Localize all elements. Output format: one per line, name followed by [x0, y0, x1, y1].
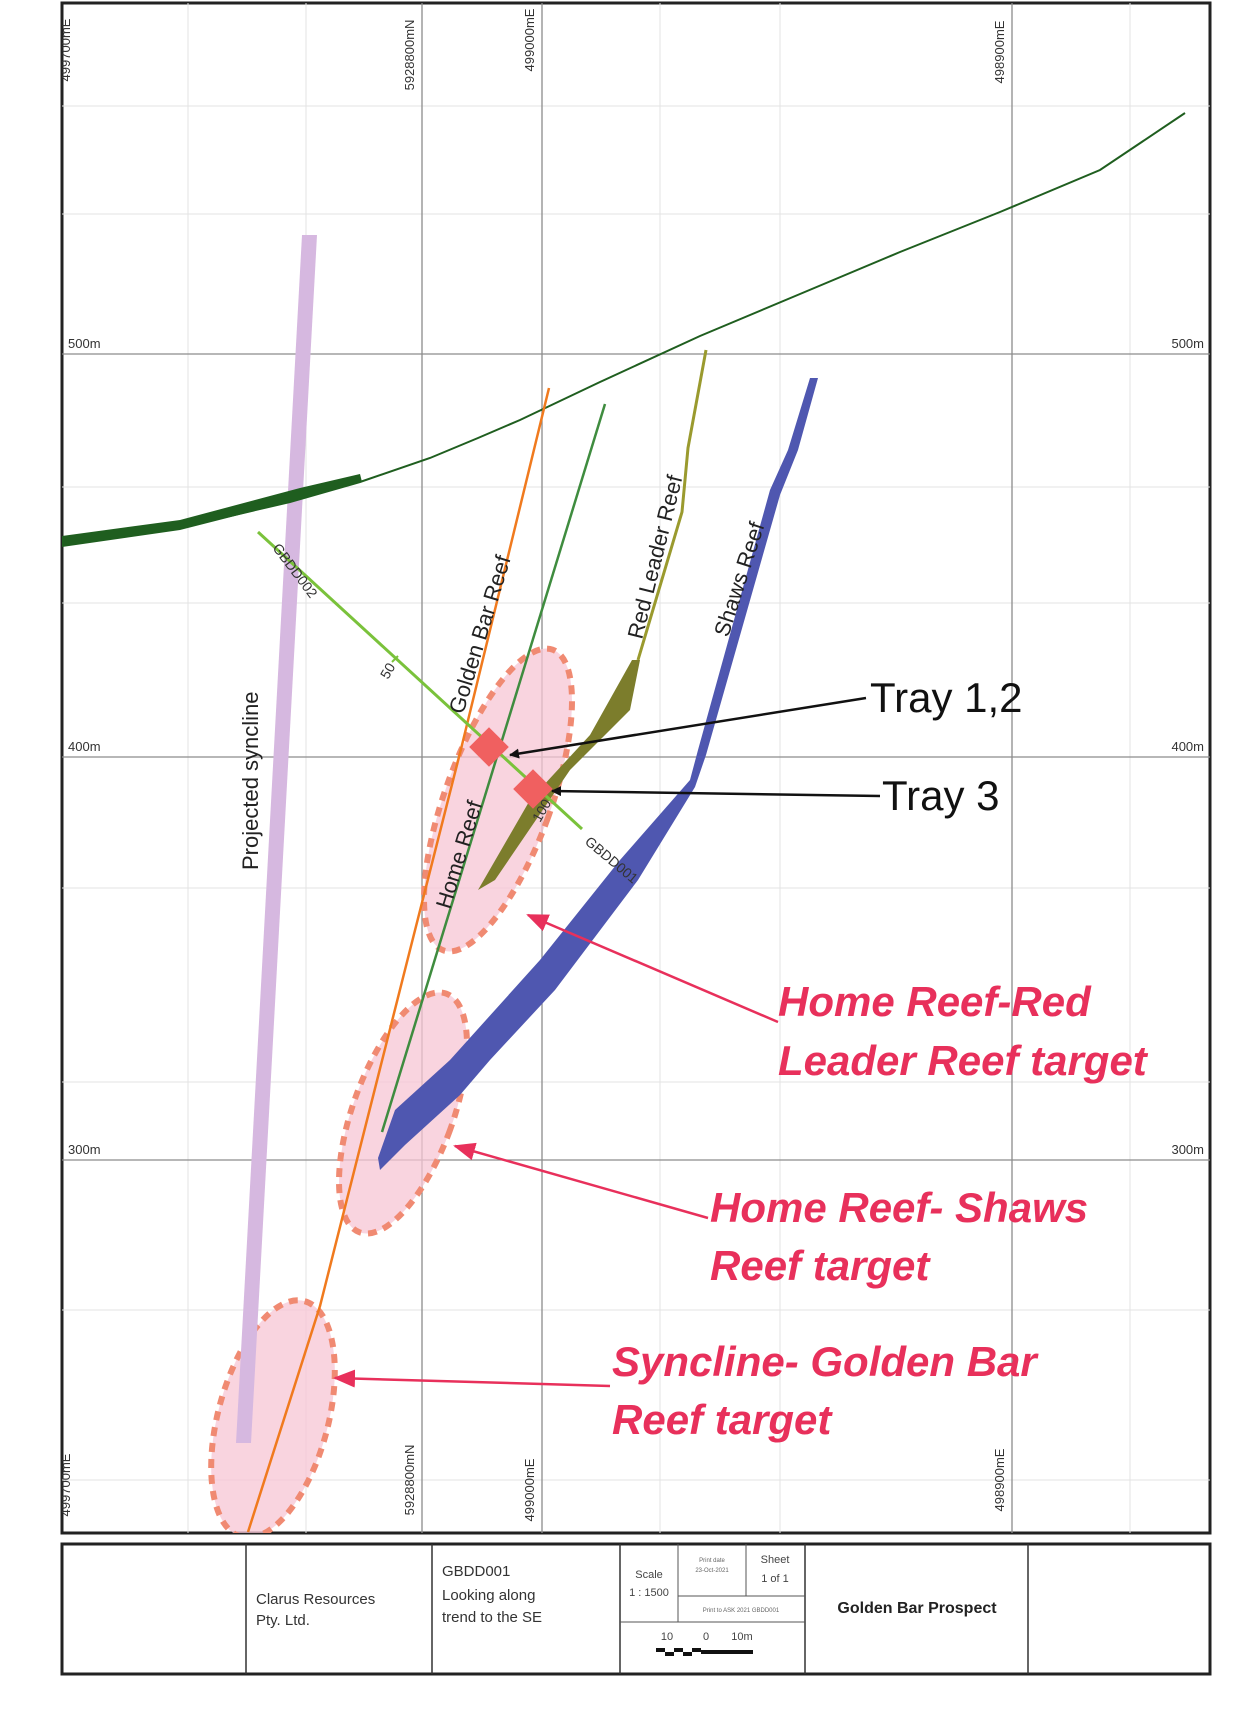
- red-leader-reef-band: [478, 660, 640, 890]
- home-red-target-label-1: Home Reef-Red: [778, 978, 1092, 1025]
- home-red-target-label-2: Leader Reef target: [778, 1037, 1149, 1084]
- tray-3-arrow: [551, 786, 881, 798]
- minor-grid: [62, 3, 1210, 1533]
- tray-3-marker: [513, 769, 553, 809]
- grid-label-right-bottom: 498900mE: [992, 1448, 1007, 1511]
- shaws-reef-band: [378, 378, 818, 1170]
- grid-label-right-top: 498900mE: [992, 20, 1007, 83]
- company-line-1: Clarus Resources: [256, 1591, 375, 1608]
- scalebar-left-label: 10: [661, 1631, 673, 1643]
- tray-3-label: Tray 3: [882, 772, 999, 819]
- home-red-target-arrow: [526, 913, 779, 1024]
- elev-300-right: 300m: [1171, 1142, 1204, 1157]
- surface-thick: [62, 474, 362, 547]
- grid-label-left-top: 499700mE: [58, 18, 73, 81]
- scale-bar: [656, 1648, 753, 1656]
- print-date-label: Print date: [699, 1558, 725, 1564]
- home-shaws-target-arrow: [453, 1142, 709, 1220]
- title-block: Clarus Resources Pty. Ltd. GBDD001 Looki…: [60, 1542, 1212, 1676]
- elev-300-left: 300m: [68, 1142, 101, 1157]
- syncline-target-arrow: [333, 1369, 611, 1388]
- map-frame: [60, 1, 1212, 1535]
- scale-value: 1 : 1500: [629, 1587, 669, 1599]
- home-shaws-target-label-2: Reef target: [710, 1242, 931, 1289]
- grid-label-mid-top: 499000mE: [522, 8, 537, 71]
- syncline-target-label-1: Syncline- Golden Bar: [612, 1338, 1039, 1385]
- map-content: 499700mE 5928800mN 499000mE 498900mE 499…: [58, 3, 1210, 1533]
- depth-50-label: 50: [377, 660, 399, 682]
- project-title: Golden Bar Prospect: [837, 1600, 997, 1617]
- description-line-3: trend to the SE: [442, 1609, 542, 1626]
- home-shaws-target-label-1: Home Reef- Shaws: [710, 1184, 1088, 1231]
- scalebar-mid-label: 0: [703, 1631, 709, 1643]
- projected-syncline-label: Projected syncline: [238, 691, 263, 870]
- red-leader-reef-line: [636, 349, 708, 661]
- grid-label-northing-bottom: 5928800mN: [402, 1445, 417, 1516]
- projected-syncline-band: [236, 235, 317, 1443]
- elev-500-left: 500m: [68, 336, 101, 351]
- golden-bar-reef-line: [246, 387, 551, 1533]
- sheet-label: Sheet: [761, 1554, 790, 1566]
- elev-400-left: 400m: [68, 739, 101, 754]
- elev-400-right: 400m: [1171, 739, 1204, 754]
- description-line-2: Looking along: [442, 1587, 535, 1604]
- syncline-target-label-2: Reef target: [612, 1396, 833, 1443]
- grid-label-mid-bottom: 499000mE: [522, 1458, 537, 1521]
- tray-1-2-label: Tray 1,2: [870, 674, 1023, 721]
- grid-label-northing-top: 5928800mN: [402, 20, 417, 91]
- scalebar-right-label: 10m: [731, 1631, 752, 1643]
- print-file-label: Print to ASK 2021 GBDD001: [703, 1608, 780, 1614]
- home-reef-line: [380, 403, 607, 1133]
- tray-1-2-marker: [469, 727, 509, 767]
- grid-label-left-bottom: 499700mE: [58, 1453, 73, 1516]
- scale-label: Scale: [635, 1569, 663, 1581]
- description-line-1: GBDD001: [442, 1563, 510, 1580]
- elev-500-right: 500m: [1171, 336, 1204, 351]
- company-line-2: Pty. Ltd.: [256, 1612, 310, 1629]
- tray-1-2-arrow: [509, 696, 867, 759]
- sheet-value: 1 of 1: [761, 1573, 789, 1585]
- print-date-value: 23-Oct-2021: [695, 1568, 729, 1574]
